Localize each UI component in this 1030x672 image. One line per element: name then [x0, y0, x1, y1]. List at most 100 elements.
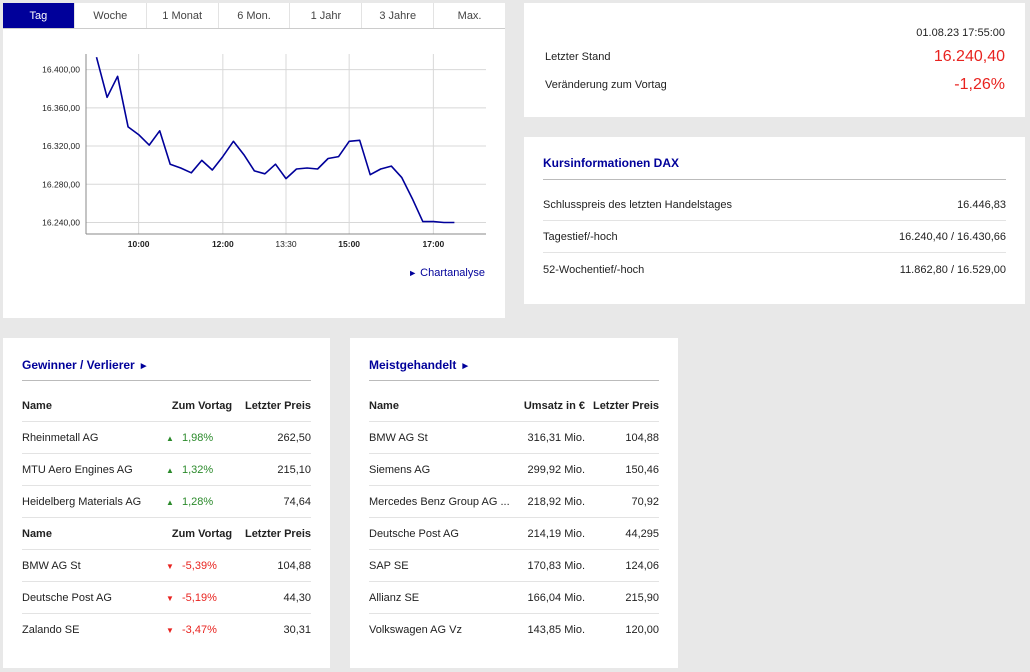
stock-name: BMW AG St — [369, 431, 428, 444]
change-text: -3,47% — [182, 624, 217, 636]
title-divider — [543, 179, 1006, 180]
most-traded-title: Meistgehandelt — [369, 358, 457, 372]
table-row[interactable]: Rheinmetall AG ▲ 1,98% 262,50 — [22, 422, 311, 454]
stock-price: 44,30 — [283, 591, 311, 604]
stock-volume: 316,31 Mio. — [527, 431, 585, 444]
chartanalyse-label: Chartanalyse — [420, 267, 485, 279]
stock-name: Allianz SE — [369, 591, 420, 604]
col-volume-header: Umsatz in € — [523, 399, 585, 412]
stock-change: ▲ 1,28% — [162, 496, 242, 508]
table-row[interactable]: SAP SE 170,83 Mio. 124,06 — [369, 550, 659, 582]
stock-price: 120,00 — [625, 624, 659, 636]
arrow-up-icon: ▲ — [166, 465, 174, 475]
y-tick-label: 16.240,00 — [42, 218, 80, 228]
info-label: Schlusspreis des letzten Handelstages — [543, 198, 732, 211]
table-row[interactable]: Allianz SE 166,04 Mio. 215,90 — [369, 582, 659, 614]
arrow-down-icon: ▼ — [166, 626, 174, 635]
stock-price: 124,06 — [625, 559, 659, 572]
table-row[interactable]: Mercedes Benz Group AG ... 218,92 Mio. 70,… — [369, 486, 659, 518]
info-row: Schlusspreis des letzten Handelstages 16… — [543, 189, 1006, 221]
kursinfo-title: Kursinformationen DAX — [543, 156, 680, 170]
stock-price: 74,64 — [283, 495, 311, 508]
price-line — [95, 56, 455, 224]
change-label: Veränderung zum Vortag — [545, 79, 667, 91]
col-name-header: Name — [22, 399, 52, 412]
col-name-header: Name — [369, 399, 399, 412]
table-header-row: Name Zum Vortag Letzter Preis — [22, 390, 311, 422]
chartanalyse-link[interactable]: ► Chartanalyse — [408, 267, 485, 279]
arrow-down-icon: ▼ — [166, 561, 174, 571]
stock-volume: 170,83 Mio. — [527, 559, 585, 572]
stock-price: 104,88 — [625, 431, 659, 444]
change-row: Veränderung zum Vortag -1,26% — [545, 76, 1005, 94]
info-row: 52-Wochentief/-hoch 11.862,80 / 16.529,0… — [543, 254, 1006, 286]
tab-1-monat[interactable]: 1 Monat — [147, 3, 219, 28]
info-label: Tagestief/-hoch — [543, 230, 618, 243]
stock-change: ▼ -5,39% — [162, 560, 242, 572]
stock-name: Deutsche Post AG — [22, 591, 112, 604]
stock-price: 262,50 — [277, 431, 311, 444]
info-value: 16.446,83 — [957, 198, 1006, 211]
col-price-header: Letzter Preis — [592, 399, 659, 412]
x-tick-label: 13:30 — [275, 239, 297, 249]
stock-name: Deutsche Post AG — [369, 527, 459, 540]
y-tick-label: 16.280,00 — [42, 179, 80, 189]
play-icon: ► — [408, 268, 418, 278]
x-tick-label: 10:00 — [128, 239, 150, 249]
kursinfo-panel: Kursinformationen DAX Schlusspreis des l… — [524, 137, 1025, 304]
tab-woche[interactable]: Woche — [75, 3, 147, 28]
change-text: -5,19% — [182, 591, 217, 604]
stock-name: Zalando SE — [22, 624, 80, 636]
chart-panel: Tag Woche 1 Monat 6 Mon. 1 Jahr 3 Jahre … — [3, 3, 505, 318]
stock-change: ▲ 1,32% — [162, 464, 242, 476]
tab-max[interactable]: Max. — [457, 9, 482, 22]
most-traded-link[interactable]: Meistgehandelt ► — [369, 358, 470, 372]
play-icon: ► — [460, 361, 471, 372]
table-row[interactable]: Heidelberg Materials AG ▲ 1,28% 74,64 — [22, 486, 311, 518]
col-price-header: Letzter Preis — [244, 527, 311, 540]
arrow-down-icon: ▼ — [166, 593, 174, 603]
x-tick-label: 17:00 — [422, 239, 444, 249]
quote-panel: 01.08.23 17:55:00 Letzter Stand 16.240,4… — [524, 3, 1025, 117]
arrow-up-icon: ▲ — [166, 497, 174, 507]
stock-name: Volkswagen AG Vz — [369, 624, 462, 636]
play-icon: ► — [138, 361, 149, 372]
table-row[interactable]: Volkswagen AG Vz 143,85 Mio. 120,00 — [369, 614, 659, 646]
table-row[interactable]: BMW AG St 316,31 Mio. 104,88 — [369, 422, 659, 454]
info-value: 11.862,80 / 16.529,00 — [899, 264, 1006, 276]
change-text: 1,98% — [182, 431, 214, 444]
timeframe-tabs: Tag Woche 1 Monat 6 Mon. 1 Jahr 3 Jahre … — [3, 3, 505, 29]
gainers-losers-title: Gewinner / Verlierer — [22, 358, 135, 372]
change-text: 1,32% — [182, 463, 214, 476]
table-row[interactable]: Deutsche Post AG 214,19 Mio. 44,295 — [369, 518, 659, 550]
table-row[interactable]: MTU Aero Engines AG ▲ 1,32% 215,10 — [22, 454, 311, 486]
tab-3-jahre[interactable]: 3 Jahre — [362, 3, 435, 28]
info-row: Tagestief/-hoch 16.240,40 / 16.430,66 — [543, 221, 1006, 253]
x-tick-label: 15:00 — [338, 239, 360, 249]
change-text: 1,28% — [182, 495, 214, 508]
stock-name: MTU Aero Engines AG — [22, 463, 133, 476]
table-row[interactable]: Zalando SE ▼ -3,47% 30,31 — [22, 614, 311, 646]
col-change-header: Zum Vortag — [171, 527, 233, 540]
tab-tag[interactable]: Tag — [3, 3, 75, 28]
title-divider — [22, 380, 311, 381]
price-chart[interactable]: 16.400,00 16.360,00 16.320,00 16.280,00 16.2… — [3, 29, 505, 259]
table-row[interactable]: Siemens AG 299,92 Mio. 150,46 — [369, 454, 659, 486]
stock-volume: 218,92 Mio. — [527, 495, 585, 508]
change-text: -5,39% — [182, 559, 217, 572]
y-tick-label: 16.360,00 — [42, 103, 80, 113]
stock-price: 44,295 — [625, 527, 659, 540]
stock-price: 104,88 — [277, 559, 311, 572]
title-divider — [369, 380, 659, 381]
arrow-up-icon: ▲ — [166, 433, 174, 443]
table-row[interactable]: BMW AG St ▼ -5,39% 104,88 — [22, 550, 311, 582]
y-tick-label: 16.400,00 — [42, 65, 80, 75]
stock-price: 30,31 — [283, 624, 311, 636]
table-header-row: Name Zum Vortag Letzter Preis — [22, 518, 311, 550]
table-row[interactable]: Deutsche Post AG ▼ -5,19% 44,30 — [22, 582, 311, 614]
tab-1-jahr[interactable]: 1 Jahr — [290, 3, 363, 28]
stock-change: ▲ 1,98% — [162, 432, 242, 444]
gainers-losers-link[interactable]: Gewinner / Verlierer ► — [22, 358, 149, 372]
x-tick-label: 12:00 — [212, 239, 234, 249]
tab-6-mon[interactable]: 6 Mon. — [219, 3, 291, 28]
